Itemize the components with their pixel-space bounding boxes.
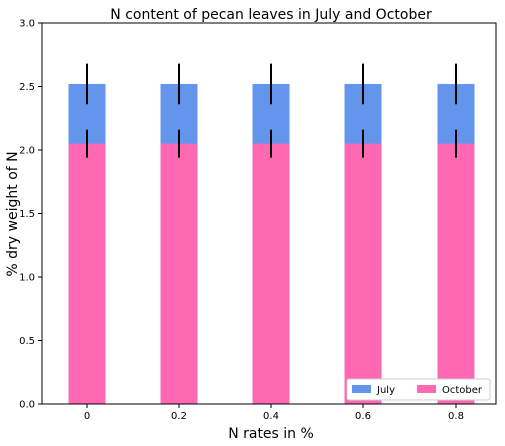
y-tick-label: 2.0	[19, 146, 35, 157]
x-tick-label: 0	[84, 411, 90, 422]
legend-swatch-july	[352, 385, 371, 393]
legend-swatch-october	[417, 385, 436, 393]
legend-label-october: October	[442, 385, 483, 396]
bar-october-0	[68, 143, 106, 404]
x-axis: 0 0.2 0.4 0.6 0.8	[84, 404, 464, 422]
bar-october-0-2	[160, 143, 198, 404]
x-tick-label: 0.4	[263, 411, 279, 422]
error-bars-layer	[86, 63, 457, 158]
y-tick-label: 3.0	[19, 19, 35, 30]
bar-october-0-6	[344, 143, 382, 404]
y-tick-label: 2.5	[19, 82, 35, 93]
bar-october-0-8	[437, 143, 475, 404]
x-axis-label: N rates in %	[228, 426, 314, 442]
y-tick-label: 1.5	[19, 209, 35, 220]
y-axis-label: % dry weight of N	[5, 151, 21, 276]
bars-layer	[68, 83, 475, 405]
x-tick-label: 0.6	[355, 411, 371, 422]
chart-title: N content of pecan leaves in July and Oc…	[110, 7, 432, 23]
y-tick-label: 0.0	[19, 400, 35, 411]
x-tick-label: 0.8	[448, 411, 464, 422]
x-tick-label: 0.2	[171, 411, 187, 422]
y-tick-label: 1.0	[19, 273, 35, 284]
y-tick-label: 0.5	[19, 336, 35, 347]
bar-october-0-4	[252, 143, 290, 404]
legend: July October	[346, 378, 491, 401]
legend-label-july: July	[376, 385, 395, 396]
y-axis: 0.0 0.5 1.0 1.5 2.0 2.5 3.0	[19, 19, 42, 411]
